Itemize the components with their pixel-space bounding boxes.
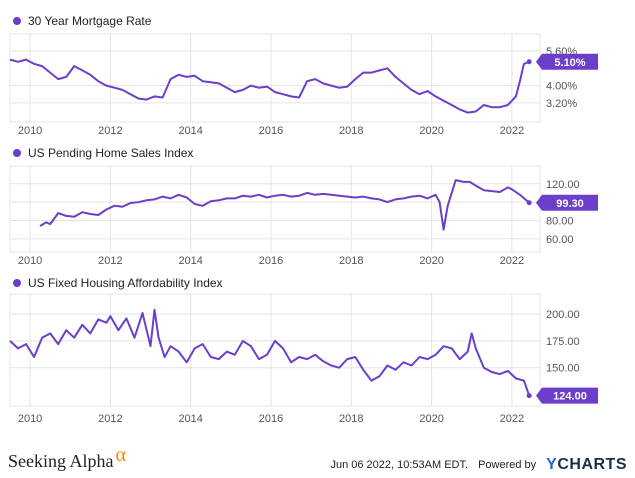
chart-panel-2: US Pending Home Sales Index 2010 2012 2014 2…	[9, 146, 598, 267]
x-tick-label: 2020	[419, 255, 443, 267]
legend-label: US Pending Home Sales Index	[28, 146, 193, 160]
current-value-badge	[536, 53, 598, 70]
x-tick-label: 2014	[178, 413, 202, 425]
x-tick-label: 2012	[98, 413, 122, 425]
y-tick-label: 200.00	[546, 309, 580, 321]
x-tick-label: 2016	[259, 413, 283, 425]
x-tick-label: 2010	[18, 413, 42, 425]
x-tick-label: 2018	[339, 255, 363, 267]
current-value-label: 99.30	[556, 198, 584, 210]
series-line	[9, 308, 531, 396]
series-line	[39, 179, 530, 231]
ycharts-logo: YCHARTS	[546, 456, 627, 473]
footer-credits: Jun 06 2022, 10:53AM EDT. Powered by YCH…	[330, 456, 627, 474]
legend-dot	[13, 149, 21, 157]
y-tick-label: 175.00	[546, 336, 580, 348]
current-value-label: 124.00	[553, 391, 587, 403]
seeking-alpha-logo: Seeking Alpha α	[8, 444, 126, 473]
legend-dot	[13, 279, 21, 287]
y-tick-label: 150.00	[546, 363, 580, 375]
current-value-label: 5.10%	[554, 57, 585, 69]
last-point	[526, 393, 532, 399]
x-tick-label: 2014	[178, 255, 202, 267]
alpha-mark-icon: α	[115, 444, 126, 466]
chart-panel-1: 30 Year Mortgage Rate 2010 2012 2014 2016 201…	[9, 14, 598, 137]
x-tick-label: 2022	[500, 125, 524, 137]
brand-name: Seeking Alpha	[8, 451, 114, 471]
x-tick-label: 2016	[259, 255, 283, 267]
plot-frame	[9, 293, 541, 407]
legend-dot	[13, 17, 21, 25]
x-tick-label: 2022	[500, 255, 524, 267]
legend-label: 30 Year Mortgage Rate	[28, 14, 152, 28]
x-tick-label: 2020	[419, 125, 443, 137]
x-tick-label: 2020	[419, 413, 443, 425]
x-tick-label: 2018	[339, 125, 363, 137]
y-tick-label: 3.20%	[546, 98, 577, 110]
chart-panel-3: US Fixed Housing Affordability Index 2010…	[9, 276, 598, 425]
x-tick-label: 2010	[18, 125, 42, 137]
series-line	[9, 58, 530, 114]
x-tick-label: 2010	[18, 255, 42, 267]
timestamp: Jun 06 2022, 10:53AM EDT.	[330, 459, 469, 471]
x-tick-label: 2016	[259, 125, 283, 137]
last-point	[526, 59, 532, 65]
x-tick-label: 2018	[339, 413, 363, 425]
x-tick-label: 2012	[98, 125, 122, 137]
last-point	[526, 200, 532, 206]
x-tick-label: 2012	[98, 255, 122, 267]
x-tick-label: 2022	[500, 413, 524, 425]
powered-by-label: Powered by	[478, 459, 537, 471]
y-tick-label: 120.00	[546, 179, 580, 191]
y-tick-label: 80.00	[546, 215, 574, 227]
plot-frame	[9, 33, 541, 123]
plot-frame	[9, 165, 541, 253]
y-tick-label: 4.00%	[546, 81, 577, 93]
x-tick-label: 2014	[178, 125, 202, 137]
current-value-badge	[536, 387, 598, 404]
current-value-badge	[536, 194, 598, 211]
legend-label: US Fixed Housing Affordability Index	[28, 276, 223, 290]
y-tick-label: 60.00	[546, 234, 574, 246]
